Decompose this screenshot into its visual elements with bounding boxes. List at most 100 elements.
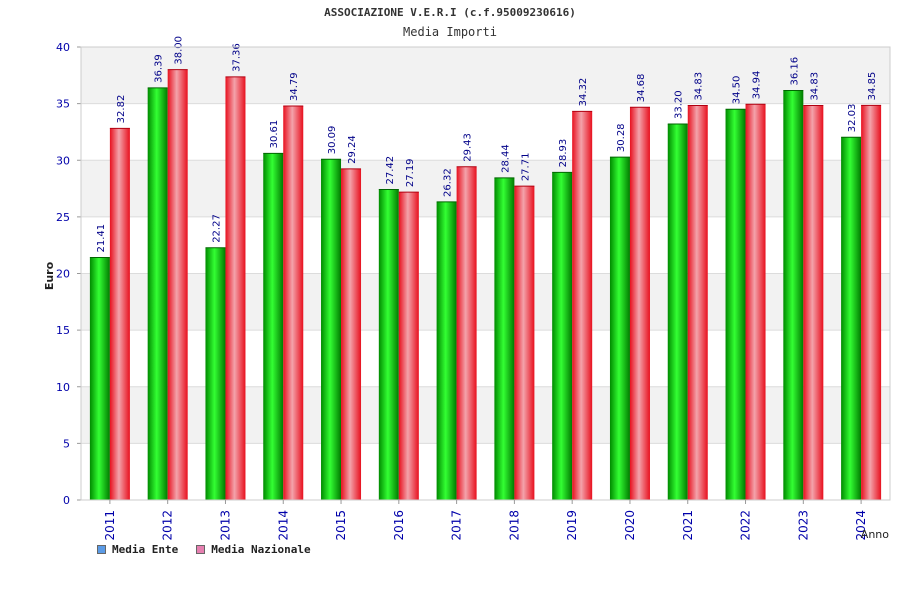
legend-label-media-nazionale: Media Nazionale [211, 543, 311, 556]
y-tick-label: 35 [56, 98, 70, 111]
grid-band [81, 443, 890, 500]
legend-item-media-ente: Media Ente [97, 543, 178, 556]
bar-media-ente [841, 137, 862, 500]
x-tick-label: 2021 [681, 510, 695, 541]
data-label-media-nazionale: 27.19 [405, 158, 416, 187]
data-label-media-ente: 28.44 [500, 144, 511, 173]
data-label-media-ente: 32.03 [847, 104, 858, 133]
data-label-media-ente: 34.50 [732, 76, 743, 105]
legend-swatch-media-ente [97, 545, 106, 554]
data-label-media-ente: 30.61 [269, 120, 280, 149]
y-tick-label: 40 [56, 41, 70, 54]
data-label-media-nazionale: 34.79 [289, 72, 300, 101]
bar-media-nazionale [167, 69, 188, 501]
legend-item-media-nazionale: Media Nazionale [196, 543, 311, 556]
x-tick-label: 2019 [565, 510, 579, 541]
data-label-media-ente: 36.16 [789, 57, 800, 86]
grid-band [81, 103, 890, 161]
legend: Media Ente Media Nazionale [97, 543, 311, 556]
x-tick-label: 2014 [276, 510, 290, 541]
data-label-media-nazionale: 38.00 [174, 36, 185, 65]
data-label-media-nazionale: 34.85 [867, 72, 878, 101]
x-tick-label: 2015 [334, 510, 348, 541]
grid-band [81, 330, 890, 387]
bar-media-ente [205, 247, 226, 500]
data-label-media-ente: 21.41 [96, 224, 107, 253]
chart-title: ASSOCIAZIONE V.E.R.I (c.f.95009230616) [324, 6, 576, 19]
data-label-media-ente: 28.93 [558, 139, 569, 168]
x-tick-label: 2016 [392, 510, 406, 541]
bar-media-nazionale [109, 128, 130, 500]
bar-media-ente [436, 201, 457, 500]
grid-band [81, 273, 890, 331]
data-label-media-ente: 26.32 [443, 168, 454, 197]
grid-band [81, 386, 890, 444]
x-tick-label: 2024 [854, 510, 868, 541]
bar-media-nazionale [225, 76, 246, 500]
x-tick-label: 2013 [218, 510, 232, 541]
data-label-media-nazionale: 32.82 [116, 95, 127, 124]
y-tick-label: 10 [56, 381, 70, 394]
x-tick-label: 2023 [796, 510, 810, 541]
bar-media-ente [263, 153, 284, 501]
x-axis-label: Anno [861, 528, 889, 541]
bar-media-ente [609, 157, 630, 501]
y-tick-label: 30 [56, 154, 70, 167]
y-tick-label: 15 [56, 324, 70, 337]
data-label-media-nazionale: 34.83 [809, 72, 820, 101]
bar-media-nazionale [283, 106, 304, 501]
data-label-media-nazionale: 37.36 [231, 43, 242, 72]
data-label-media-ente: 30.09 [327, 126, 338, 155]
y-tick-label: 25 [56, 211, 70, 224]
data-label-media-ente: 30.28 [616, 123, 627, 152]
bar-media-ente [667, 124, 688, 500]
bar-media-ente [147, 87, 168, 501]
bar-media-nazionale [572, 111, 593, 501]
grid-band [81, 47, 890, 104]
plot-border [80, 46, 891, 501]
x-tick-label: 2022 [739, 510, 753, 541]
data-label-media-nazionale: 34.83 [694, 72, 705, 101]
x-tick-label: 2011 [103, 510, 117, 541]
grid-band [81, 216, 890, 274]
x-tick-label: 2012 [161, 510, 175, 541]
chart-subtitle: Media Importi [403, 25, 497, 39]
x-tick-label: 2018 [507, 510, 521, 541]
legend-label-media-ente: Media Ente [112, 543, 179, 556]
data-label-media-ente: 36.39 [154, 54, 165, 83]
bar-media-nazionale [861, 105, 882, 500]
data-label-media-nazionale: 29.43 [463, 133, 474, 162]
data-label-media-nazionale: 29.24 [347, 135, 358, 164]
bar-media-ente [783, 90, 804, 500]
legend-swatch-media-nazionale [196, 545, 206, 554]
bar-media-ente [89, 257, 110, 500]
bar-media-ente [378, 189, 399, 500]
bar-media-ente [725, 109, 746, 500]
data-label-media-nazionale: 34.68 [636, 74, 647, 103]
x-tick-label: 2017 [450, 510, 464, 541]
y-axis-label: Euro [43, 261, 56, 290]
y-tick-label: 20 [56, 268, 70, 281]
bar-media-nazionale [803, 105, 824, 501]
bar-media-nazionale [629, 107, 650, 501]
bar-media-nazionale [341, 168, 362, 500]
data-label-media-nazionale: 34.32 [578, 78, 589, 107]
bar-media-nazionale [745, 104, 766, 500]
bar-media-ente [552, 172, 573, 501]
y-tick-label: 5 [63, 437, 70, 450]
data-label-media-ente: 22.27 [211, 214, 222, 243]
y-tick-label: 0 [63, 494, 70, 507]
bar-media-nazionale [456, 166, 477, 500]
bar-media-nazionale [514, 186, 535, 500]
bar-media-ente [321, 159, 342, 500]
data-label-media-nazionale: 34.94 [752, 71, 763, 100]
data-label-media-nazionale: 27.71 [520, 153, 531, 182]
bar-media-ente [494, 177, 515, 501]
bar-media-nazionale [687, 105, 708, 501]
data-label-media-ente: 27.42 [385, 156, 396, 185]
data-label-media-ente: 33.20 [674, 90, 685, 119]
x-tick-label: 2020 [623, 510, 637, 541]
bar-media-nazionale [398, 192, 419, 501]
grid-band [81, 160, 890, 217]
